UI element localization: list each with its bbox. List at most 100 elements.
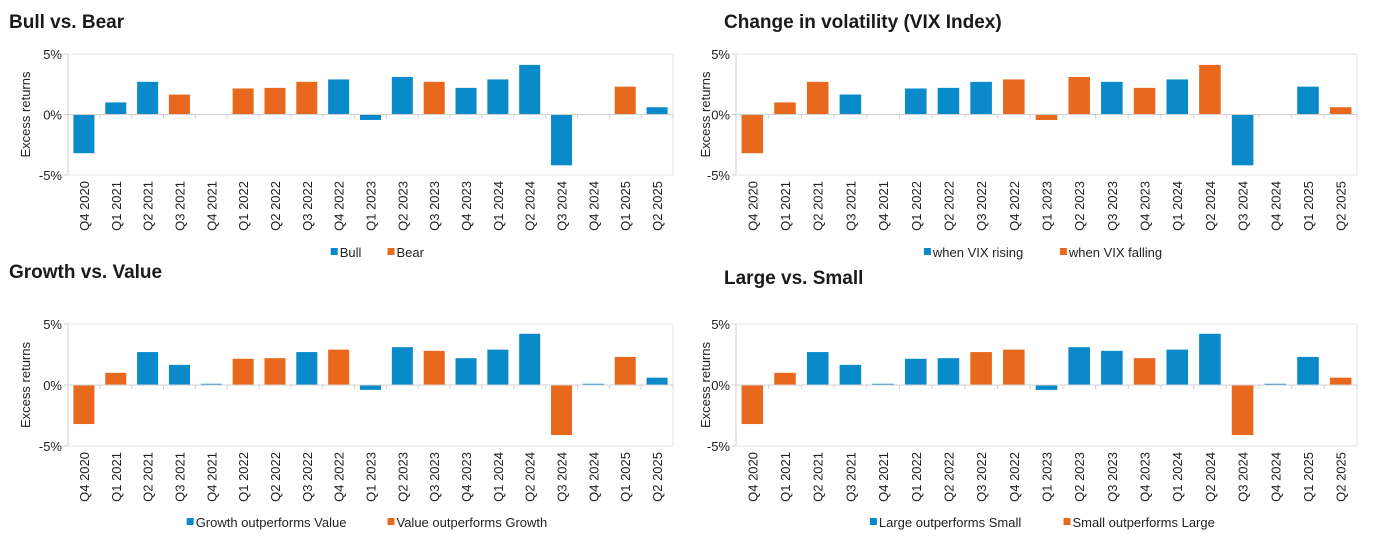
bar-q1-2021 bbox=[105, 372, 127, 385]
x-tick-label: Q3 2021 bbox=[172, 181, 187, 231]
legend-swatch bbox=[330, 248, 338, 255]
legend-label: Bear bbox=[397, 245, 425, 260]
x-tick-label: Q4 2023 bbox=[1138, 452, 1153, 502]
bar-q4-2023 bbox=[455, 87, 477, 115]
x-tick-label: Q1 2022 bbox=[909, 452, 924, 502]
bar-q3-2022 bbox=[296, 81, 318, 115]
x-tick-label: Q1 2024 bbox=[491, 181, 506, 231]
bar-q1-2023 bbox=[1035, 114, 1058, 120]
bar-q1-2023 bbox=[359, 114, 382, 120]
x-tick-label: Q1 2025 bbox=[618, 452, 633, 502]
y-tick-label: 0% bbox=[43, 378, 62, 393]
bar-q2-2021 bbox=[806, 81, 829, 115]
chart-svg: 5% 0% -5% Excess returns Q4 2020 Q1 2021 Q2 20… bbox=[18, 47, 674, 260]
x-tick-label: Q3 2023 bbox=[427, 452, 442, 502]
x-tick-label: Q1 2022 bbox=[236, 452, 251, 502]
x-tick-label: Q3 2021 bbox=[843, 452, 858, 502]
legend-label: Small outperforms Large bbox=[1073, 515, 1215, 530]
bar-q1-2021 bbox=[105, 102, 127, 115]
x-tick-label: Q1 2023 bbox=[1040, 181, 1055, 231]
x-tick-label: Q3 2023 bbox=[427, 181, 442, 231]
bar-q4-2021 bbox=[200, 383, 222, 385]
legend-label: Bull bbox=[340, 245, 362, 260]
x-tick-label: Q4 2024 bbox=[586, 181, 601, 231]
x-tick-label: Q1 2024 bbox=[1170, 452, 1185, 502]
x-tick-label: Q1 2021 bbox=[109, 181, 124, 231]
y-axis-label: Excess returns bbox=[18, 342, 33, 428]
bar-q3-2021 bbox=[839, 364, 862, 385]
bar-q4-2023 bbox=[1133, 87, 1156, 115]
bar-q1-2024 bbox=[487, 349, 509, 385]
y-tick-label: 5% bbox=[711, 47, 730, 62]
x-tick-label: Q4 2021 bbox=[876, 181, 891, 231]
bar-q3-2024 bbox=[1231, 385, 1254, 436]
y-axis-label: Excess returns bbox=[698, 342, 713, 428]
x-tick-label: Q3 2023 bbox=[1105, 181, 1120, 231]
bar-q3-2022 bbox=[970, 81, 992, 115]
chart-title: Bull vs. Bear bbox=[9, 12, 125, 33]
x-tick-label: Q2 2024 bbox=[1203, 452, 1218, 502]
bar-q1-2025 bbox=[614, 356, 636, 385]
bar-q1-2022 bbox=[232, 88, 254, 115]
bar-q1-2025 bbox=[614, 86, 636, 115]
bar-q4-2022 bbox=[1003, 79, 1025, 115]
bar-q2-2025 bbox=[646, 107, 668, 115]
x-tick-label: Q3 2024 bbox=[1236, 452, 1251, 502]
x-tick-label: Q4 2022 bbox=[332, 181, 347, 231]
y-tick-label: 0% bbox=[711, 378, 730, 393]
x-tick-label: Q1 2021 bbox=[109, 452, 124, 502]
bar-q4-2024 bbox=[582, 383, 604, 385]
chart-title: Growth vs. Value bbox=[9, 262, 163, 283]
bar-q3-2021 bbox=[168, 364, 190, 385]
bar-q2-2022 bbox=[264, 358, 286, 385]
x-tick-label: Q1 2021 bbox=[778, 181, 793, 231]
legend-swatch bbox=[923, 248, 931, 255]
y-axis-label: Excess returns bbox=[698, 71, 713, 157]
bar-q2-2024 bbox=[1199, 64, 1221, 115]
x-tick-label: Q4 2024 bbox=[586, 452, 601, 502]
x-tick-label: Q4 2022 bbox=[332, 452, 347, 502]
x-tick-label: Q1 2025 bbox=[618, 181, 633, 231]
legend-swatch bbox=[1063, 518, 1071, 525]
y-tick-label: -5% bbox=[39, 439, 63, 454]
legend-label: when VIX rising bbox=[932, 245, 1023, 260]
x-tick-label: Q3 2023 bbox=[1105, 452, 1120, 502]
x-tick-label: Q2 2024 bbox=[523, 181, 538, 231]
bar-q1-2021 bbox=[774, 102, 796, 115]
bar-q2-2025 bbox=[1329, 107, 1352, 115]
x-tick-label: Q2 2022 bbox=[268, 452, 283, 502]
legend-label: when VIX falling bbox=[1068, 245, 1162, 260]
chart-title: Change in volatility (VIX Index) bbox=[724, 12, 1002, 33]
x-tick-label: Q3 2021 bbox=[172, 452, 187, 502]
bar-q2-2022 bbox=[937, 87, 960, 115]
bar-q1-2022 bbox=[904, 358, 927, 385]
x-tick-label: Q3 2022 bbox=[974, 181, 989, 231]
bar-q2-2023 bbox=[391, 347, 413, 385]
bar-q4-2020 bbox=[741, 114, 764, 154]
y-tick-label: 5% bbox=[43, 317, 62, 332]
y-tick-label: 5% bbox=[711, 317, 730, 332]
x-tick-label: Q4 2020 bbox=[77, 452, 92, 502]
x-tick-label: Q1 2023 bbox=[364, 181, 379, 231]
bar-q3-2023 bbox=[1101, 81, 1123, 115]
bar-q2-2024 bbox=[1199, 333, 1221, 385]
x-tick-label: Q2 2022 bbox=[268, 181, 283, 231]
x-tick-label: Q1 2022 bbox=[909, 181, 924, 231]
bar-q1-2024 bbox=[1166, 349, 1189, 385]
x-tick-label: Q2 2025 bbox=[650, 181, 665, 231]
chart-svg: 5% 0% -5% Excess returns Q4 2020 Q1 2021 Q2 20… bbox=[18, 317, 674, 530]
x-tick-label: Q2 2023 bbox=[395, 181, 410, 231]
bar-q2-2022 bbox=[937, 358, 960, 385]
x-tick-label: Q1 2024 bbox=[1170, 181, 1185, 231]
legend-swatch bbox=[1059, 248, 1067, 255]
bar-q1-2025 bbox=[1297, 86, 1319, 115]
x-tick-label: Q1 2021 bbox=[778, 452, 793, 502]
y-tick-label: 0% bbox=[43, 108, 62, 123]
bar-q2-2025 bbox=[646, 377, 668, 385]
x-tick-label: Q2 2023 bbox=[395, 452, 410, 502]
bar-q1-2025 bbox=[1297, 356, 1319, 385]
bar-q1-2023 bbox=[1035, 385, 1058, 390]
x-tick-label: Q3 2022 bbox=[974, 452, 989, 502]
x-tick-label: Q2 2025 bbox=[1334, 452, 1349, 502]
x-tick-label: Q2 2022 bbox=[941, 181, 956, 231]
